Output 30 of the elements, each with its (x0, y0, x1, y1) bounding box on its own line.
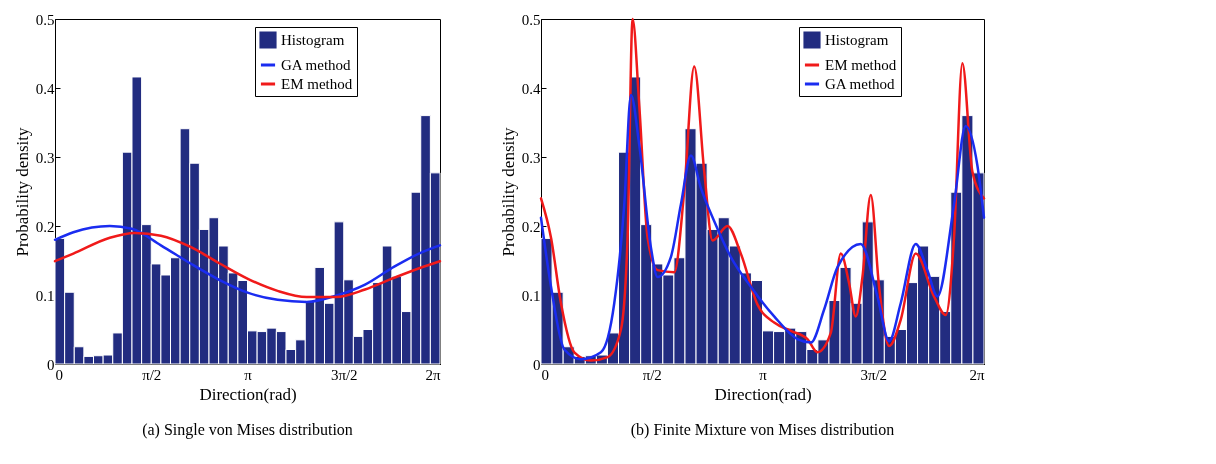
x-tick-label: 3π/2 (330, 366, 358, 383)
y-tick-label: 0.3 (521, 149, 541, 166)
y-tick-label: 0.5 (35, 11, 55, 28)
x-tick-label: 2π (969, 366, 985, 383)
x-tick-label: π/2 (142, 366, 162, 383)
x-axis-title: Direction(rad) (714, 384, 812, 404)
y-tick-label: 0.2 (521, 218, 541, 235)
y-tick-label: 0.1 (521, 287, 541, 304)
x-tick-label: 2π (425, 366, 441, 383)
text: (a) Single von Mises distribution (142, 421, 353, 439)
x-tick-label: π (759, 366, 768, 383)
legend-label: GA method (825, 76, 896, 92)
x-tick-label: π (244, 366, 253, 383)
legend-label: GA method (281, 57, 352, 73)
legend-label: EM method (825, 57, 897, 73)
legend-label: EM method (281, 76, 353, 92)
x-axis-title: Direction(rad) (199, 384, 297, 404)
y-tick-label: 0.1 (35, 287, 55, 304)
text: (b) Finite Mixture von Mises distribution (630, 421, 895, 439)
y-tick-label: 0.4 (35, 80, 55, 97)
y-axis-title: Probability density (12, 127, 32, 257)
y-tick-label: 0.2 (35, 218, 55, 235)
y-tick-label: 0.4 (521, 80, 541, 97)
y-tick-label: 0.5 (521, 11, 541, 28)
legend-label: Histogram (281, 32, 345, 48)
legend-label: Histogram (825, 32, 889, 48)
x-tick-label: 3π/2 (860, 366, 888, 383)
y-axis-title: Probability density (498, 127, 518, 257)
x-tick-label: π/2 (642, 366, 662, 383)
y-tick-label: 0.3 (35, 149, 55, 166)
